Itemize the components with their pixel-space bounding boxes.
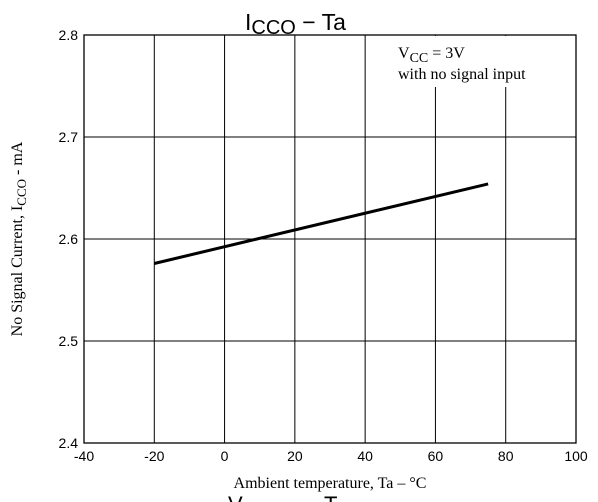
x-tick-label: 80	[498, 448, 514, 464]
annotation-v: V	[398, 45, 410, 62]
grid-lines	[84, 35, 576, 443]
clipped-footer-t: T	[324, 492, 337, 502]
y-tick-label: 2.4	[59, 435, 79, 451]
title-rest: − Ta	[296, 9, 346, 35]
x-tick-label: -20	[144, 448, 164, 464]
annotation-value: = 3V	[428, 45, 465, 62]
x-tick-label: 0	[221, 448, 229, 464]
y-label-sub: CCO	[14, 179, 29, 206]
x-tick-label: 40	[357, 448, 373, 464]
x-tick-label: -40	[74, 448, 94, 464]
y-tick-label: 2.8	[59, 27, 79, 43]
plot-frame	[83, 34, 577, 444]
y-tick-label: 2.5	[59, 333, 79, 349]
x-tick-label: 60	[428, 448, 444, 464]
title-sub: CCO	[251, 17, 295, 39]
annotation-line1: VCC = 3V	[398, 45, 465, 66]
x-tick-label: 20	[287, 448, 303, 464]
y-label-post: - mA	[9, 141, 26, 179]
tick-labels: -40 -20 0 20 40 60 80 100 2.4 2.5 2.6 2.7 2.8	[59, 27, 588, 464]
annotation-box	[388, 36, 575, 87]
series-line	[153, 182, 489, 265]
annotation-sub: CC	[410, 51, 429, 66]
x-tick-label: 100	[564, 448, 588, 464]
x-axis-label: Ambient temperature, Ta – °C	[234, 475, 427, 492]
clipped-footer-v: V	[228, 492, 243, 502]
title-main: I	[245, 9, 251, 35]
series-lines	[153, 182, 489, 265]
annotation-line2: with no signal input	[398, 66, 526, 83]
y-label-pre: No Signal Current, I	[9, 206, 26, 337]
chart-title: ICCO − Ta	[245, 9, 346, 39]
y-tick-label: 2.6	[59, 231, 79, 247]
y-axis-label: No Signal Current, ICCO - mA	[9, 141, 29, 336]
y-tick-label: 2.7	[59, 129, 79, 145]
